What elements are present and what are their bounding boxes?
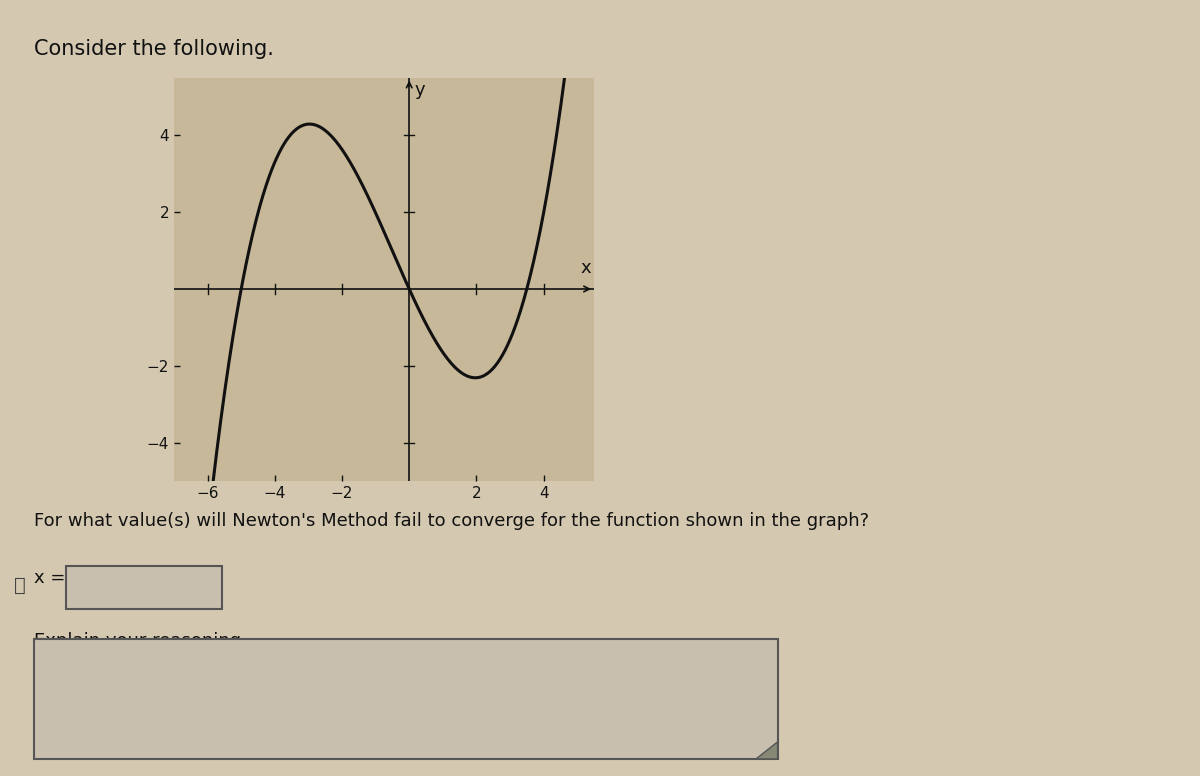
Text: x =: x = — [34, 569, 71, 587]
Text: y: y — [414, 81, 425, 99]
Text: |: | — [70, 570, 76, 588]
Text: Explain your reasoning.: Explain your reasoning. — [34, 632, 246, 650]
Text: ⮠: ⮠ — [14, 577, 26, 595]
Text: x: x — [580, 259, 590, 278]
Text: For what value(s) will Newton's Method fail to converge for the function shown i: For what value(s) will Newton's Method f… — [34, 512, 869, 530]
Text: Consider the following.: Consider the following. — [34, 39, 274, 59]
